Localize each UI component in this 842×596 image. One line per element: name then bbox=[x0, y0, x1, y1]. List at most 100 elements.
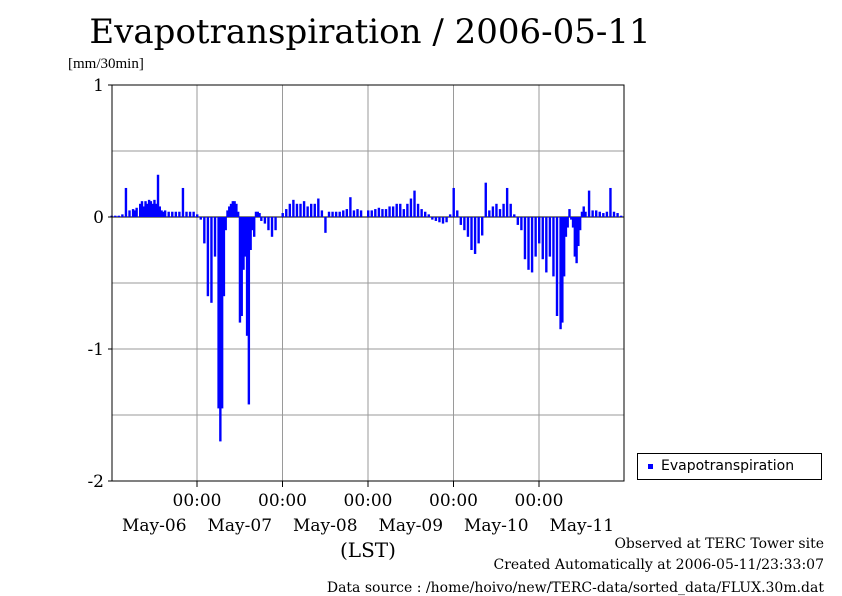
bar bbox=[224, 217, 227, 231]
bar bbox=[117, 215, 121, 217]
grid-lines bbox=[112, 84, 624, 482]
bar bbox=[219, 217, 222, 442]
bar bbox=[427, 214, 430, 217]
bar bbox=[359, 210, 363, 217]
bar bbox=[402, 209, 406, 217]
bar bbox=[244, 217, 247, 257]
bar bbox=[374, 209, 377, 217]
bar bbox=[229, 203, 233, 217]
bar bbox=[488, 210, 491, 217]
bar bbox=[231, 201, 235, 217]
bar bbox=[448, 214, 452, 217]
x-date-tick-label: May-11 bbox=[549, 516, 614, 536]
x-date-tick-label: May-08 bbox=[293, 516, 358, 536]
bar bbox=[538, 217, 541, 244]
bar bbox=[140, 201, 144, 217]
x-date-tick-label: May-06 bbox=[122, 516, 187, 536]
bar bbox=[381, 209, 384, 217]
bar bbox=[285, 209, 288, 217]
bar bbox=[313, 203, 316, 217]
x-time-tick-label: 00:00 bbox=[173, 491, 222, 511]
bar bbox=[233, 201, 236, 217]
bar bbox=[151, 203, 154, 217]
bar bbox=[281, 213, 284, 217]
bar bbox=[577, 217, 580, 247]
bar bbox=[406, 203, 409, 217]
bar bbox=[240, 217, 243, 316]
bar bbox=[568, 209, 571, 217]
legend-label: Evapotranspiration bbox=[661, 458, 795, 474]
bar bbox=[196, 214, 199, 217]
bar bbox=[595, 210, 598, 217]
bar bbox=[213, 217, 217, 257]
bar bbox=[124, 187, 128, 217]
bar bbox=[247, 217, 251, 405]
x-time-tick-label: 00:00 bbox=[258, 491, 307, 511]
bar bbox=[571, 217, 575, 228]
bar bbox=[391, 206, 395, 217]
bar bbox=[413, 190, 416, 217]
bar bbox=[477, 217, 480, 244]
bar bbox=[331, 211, 334, 217]
bar bbox=[217, 217, 220, 409]
bar bbox=[181, 187, 185, 217]
bar bbox=[431, 217, 434, 220]
bar bbox=[470, 217, 473, 250]
bar bbox=[254, 211, 258, 217]
bar bbox=[317, 198, 320, 217]
bar bbox=[345, 209, 349, 217]
bar bbox=[114, 215, 117, 217]
x-tick-labels: 00:00 00:00 00:00 00:00 00:00 May-06 May-07 May… bbox=[122, 481, 614, 536]
bar bbox=[520, 217, 523, 231]
bar bbox=[167, 211, 170, 217]
bar bbox=[349, 197, 352, 217]
bar bbox=[258, 213, 261, 217]
bar bbox=[320, 210, 324, 217]
legend: Evapotranspiration bbox=[637, 453, 822, 480]
bar bbox=[203, 217, 206, 244]
bar bbox=[121, 214, 124, 217]
bar bbox=[274, 217, 277, 231]
bar bbox=[527, 217, 530, 270]
bar bbox=[612, 211, 616, 217]
bar bbox=[481, 217, 484, 236]
bar bbox=[222, 217, 226, 297]
bar bbox=[548, 217, 552, 257]
x-time-tick-label: 00:00 bbox=[429, 491, 478, 511]
bar bbox=[561, 217, 564, 323]
bar bbox=[310, 203, 313, 217]
bar bbox=[573, 217, 577, 257]
x-axis-label: (LST) bbox=[340, 538, 396, 562]
bar bbox=[128, 210, 131, 217]
bar bbox=[575, 217, 578, 264]
bar bbox=[253, 217, 256, 237]
bar bbox=[220, 217, 224, 409]
bar bbox=[463, 217, 466, 231]
bar bbox=[541, 217, 544, 260]
x-time-tick-label: 00:00 bbox=[344, 491, 393, 511]
bar bbox=[206, 217, 210, 297]
bar bbox=[602, 213, 605, 217]
bar bbox=[498, 209, 502, 217]
bar bbox=[185, 211, 188, 217]
bar bbox=[270, 217, 274, 237]
bar bbox=[409, 198, 413, 217]
bar bbox=[424, 211, 427, 217]
bar bbox=[545, 217, 548, 273]
y-tick-label: 0 bbox=[93, 208, 104, 228]
bar bbox=[245, 217, 249, 336]
bar bbox=[156, 174, 160, 217]
bar bbox=[131, 209, 135, 217]
bar bbox=[555, 217, 559, 316]
bar bbox=[580, 211, 584, 217]
bar bbox=[260, 217, 263, 221]
bar bbox=[384, 209, 388, 217]
bar bbox=[139, 203, 142, 217]
bar bbox=[174, 211, 178, 217]
bar bbox=[377, 207, 381, 217]
bar bbox=[416, 203, 420, 217]
bar bbox=[352, 210, 356, 217]
bar bbox=[456, 210, 459, 217]
bar bbox=[438, 217, 441, 223]
